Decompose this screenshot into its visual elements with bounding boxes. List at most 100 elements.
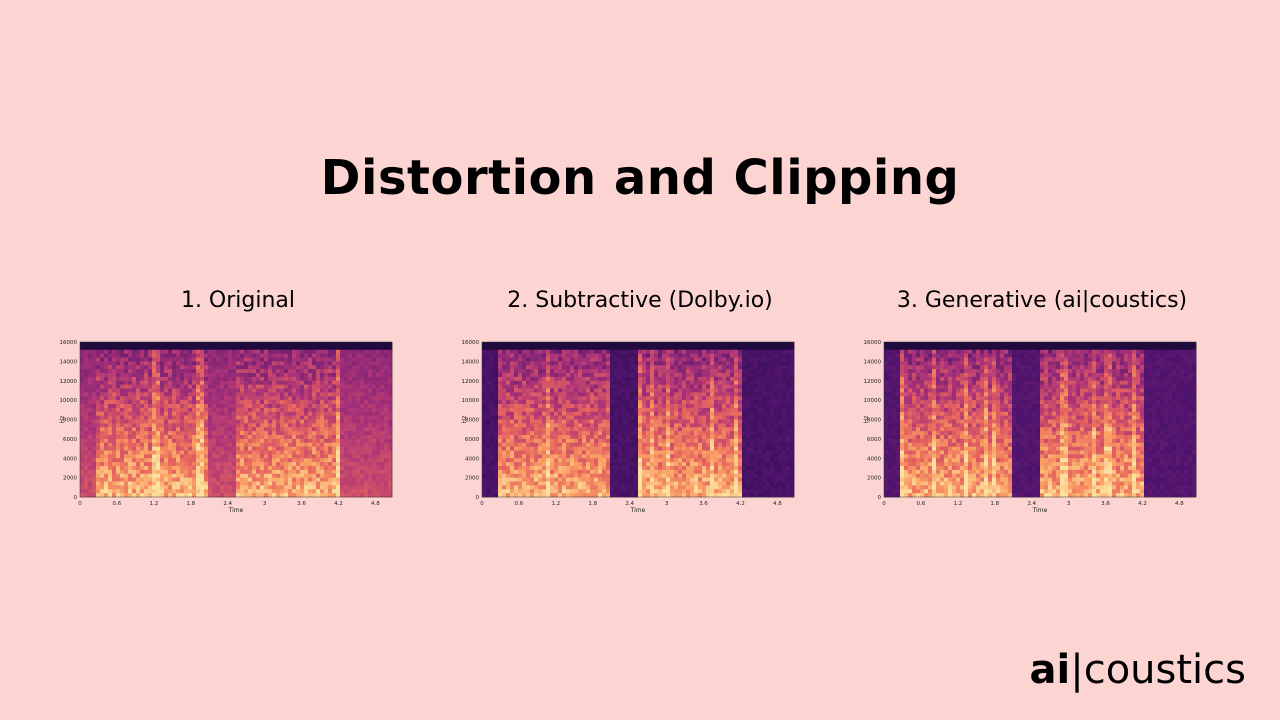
spectrogram-cell — [248, 458, 253, 463]
spectrogram-cell — [288, 442, 293, 448]
spectrogram-cell — [522, 431, 527, 436]
spectrogram-cell — [260, 466, 265, 471]
spectrogram-cell — [252, 349, 257, 355]
spectrogram-cell — [164, 489, 169, 494]
spectrogram-cell — [300, 435, 305, 440]
spectrogram-cell — [566, 427, 571, 432]
spectrogram-cell — [586, 407, 591, 413]
spectrogram-cell — [132, 427, 137, 432]
spectrogram-cell — [594, 450, 599, 455]
spectrogram-cell — [84, 357, 89, 362]
spectrogram-cell — [180, 392, 185, 397]
panel-title-original: 1. Original — [180, 288, 296, 313]
spectrogram-cell — [252, 466, 257, 471]
spectrogram-cell — [240, 369, 245, 374]
spectrogram-cell — [530, 458, 535, 463]
spectrogram-cell — [368, 489, 373, 494]
spectrogram-cell — [490, 349, 495, 355]
spectrogram-cell — [128, 353, 133, 358]
spectrogram-cell — [156, 450, 161, 455]
spectrogram-cell — [630, 369, 635, 374]
spectrogram-cell — [598, 396, 603, 401]
spectrogram-cell — [364, 423, 369, 428]
spectrogram-cell — [228, 438, 233, 444]
spectrogram-cell — [352, 342, 357, 347]
spectrogram-cell — [88, 438, 93, 444]
spectrogram-cell — [494, 361, 499, 366]
spectrogram-cell — [176, 493, 181, 498]
spectrogram-cell — [240, 345, 245, 351]
spectrogram-cell — [606, 442, 611, 448]
spectrogram-cell — [204, 450, 209, 455]
spectrogram-cell — [590, 400, 595, 405]
spectrogram-cell — [642, 493, 647, 498]
spectrogram-cell — [144, 361, 149, 366]
spectrogram-cell — [220, 396, 225, 401]
spectrogram-cell — [132, 373, 137, 378]
spectrogram-cell — [212, 485, 217, 490]
spectrogram-cell — [196, 357, 201, 362]
spectrogram-cell — [328, 469, 333, 475]
spectrogram-cell — [80, 415, 85, 420]
spectrogram-cell — [136, 342, 141, 347]
spectrogram-cell — [610, 415, 615, 420]
spectrogram-cell — [498, 462, 503, 467]
spectrogram-cell — [308, 345, 313, 351]
spectrogram-cell — [180, 376, 185, 382]
spectrogram-cell — [658, 442, 663, 448]
spectrogram-cell — [220, 349, 225, 355]
spectrogram-cell — [204, 427, 209, 432]
spectrogram-cell — [518, 477, 523, 482]
spectrogram-cell — [570, 442, 575, 448]
spectrogram-cell — [360, 361, 365, 366]
spectrogram-cell — [356, 419, 361, 424]
spectrogram-cell — [284, 376, 289, 382]
spectrogram-cell — [502, 493, 507, 498]
spectrogram-cell — [336, 376, 341, 382]
spectrogram-cell — [252, 400, 257, 405]
spectrogram-cell — [256, 384, 261, 389]
spectrogram-cell — [104, 365, 109, 370]
spectrogram-cell — [582, 369, 587, 374]
spectrogram-cell — [272, 477, 277, 482]
spectrogram-cell — [116, 404, 121, 409]
spectrogram-cell — [92, 458, 97, 463]
spectrogram-cell — [212, 466, 217, 471]
spectrogram-cell — [348, 380, 353, 386]
spectrogram-cell — [614, 373, 619, 378]
spectrogram-cell — [304, 481, 309, 486]
spectrogram-cell — [288, 361, 293, 366]
spectrogram-cell — [144, 485, 149, 490]
spectrogram-cell — [300, 473, 305, 479]
spectrogram-cell — [324, 373, 329, 378]
spectrogram-cell — [602, 349, 607, 355]
spectrogram-cell — [522, 388, 527, 393]
spectrogram-cell — [160, 419, 165, 424]
spectrogram-cell — [384, 376, 389, 382]
spectrogram-cell — [570, 369, 575, 374]
spectrogram-cell — [196, 427, 201, 432]
spectrogram-cell — [534, 431, 539, 436]
spectrogram-cell — [308, 407, 313, 413]
spectrogram-cell — [388, 473, 393, 479]
spectrogram-cell — [550, 431, 555, 436]
spectrogram-cell — [646, 493, 651, 498]
spectrogram-cell — [140, 404, 145, 409]
spectrogram-cell — [264, 404, 269, 409]
spectrogram-cell — [522, 423, 527, 428]
spectrogram-cell — [344, 442, 349, 448]
spectrogram-cell — [284, 485, 289, 490]
spectrogram-cell — [530, 442, 535, 448]
spectrogram-cell — [280, 477, 285, 482]
spectrogram-cell — [364, 489, 369, 494]
spectrogram-cell — [606, 361, 611, 366]
spectrogram-cell — [224, 438, 229, 444]
spectrogram-cell — [300, 458, 305, 463]
spectrogram-cell — [646, 435, 651, 440]
spectrogram-cell — [336, 489, 341, 494]
spectrogram-cell — [272, 485, 277, 490]
spectrogram-cell — [388, 481, 393, 486]
spectrogram-cell — [300, 419, 305, 424]
spectrogram-cell — [630, 345, 635, 351]
spectrogram-cell — [352, 404, 357, 409]
